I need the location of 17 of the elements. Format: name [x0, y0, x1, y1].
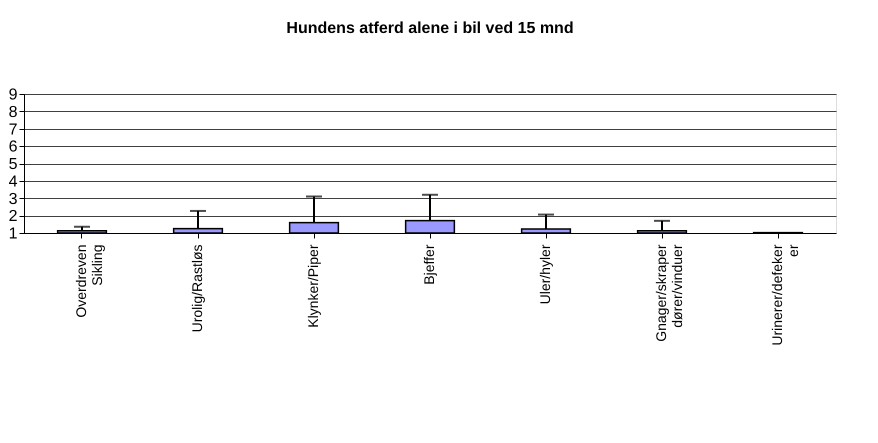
y-tick-label: 8 [8, 104, 18, 121]
y-tick-label: 7 [8, 121, 18, 138]
x-tick-label: Overdreven Sikling [73, 244, 105, 318]
y-tick-label: 4 [8, 173, 18, 190]
y-tick-label: 5 [8, 156, 18, 173]
x-tick-label: Uler/hyler [537, 244, 553, 304]
y-tick-label: 2 [8, 208, 18, 226]
x-tick-label: Urinerer/defeker er [769, 244, 801, 346]
y-tick-label: 1 [8, 226, 18, 242]
x-tick-label: Gnager/skraper dører/vinduer [653, 244, 685, 342]
y-tick-label: 3 [8, 190, 18, 208]
y-tick-label: 6 [8, 138, 18, 156]
x-tick-label: Bjeffer [421, 244, 437, 285]
y-tick-label: 9 [8, 86, 18, 104]
x-tick-label: Urolig/Rastløs [189, 244, 205, 332]
x-tick-label: Klynker/Piper [305, 244, 321, 328]
chart-title: Hundens atferd alene i bil ved 15 mnd [286, 20, 574, 37]
